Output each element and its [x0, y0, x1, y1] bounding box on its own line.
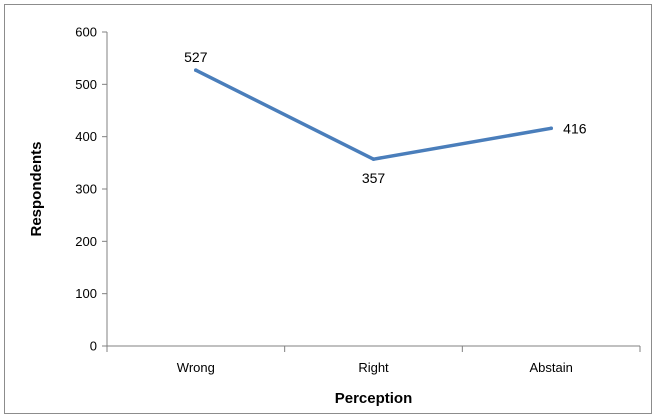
- data-point: [371, 157, 376, 161]
- y-tick-label: 300: [75, 182, 97, 197]
- x-tick-label: Right: [358, 360, 389, 375]
- data-point: [549, 126, 553, 131]
- y-tick-label: 0: [90, 339, 97, 354]
- y-tick-label: 600: [75, 25, 97, 40]
- x-tick-label: Abstain: [529, 360, 572, 375]
- y-tick-label: 400: [75, 129, 97, 144]
- x-axis-title: Perception: [335, 390, 413, 407]
- y-axis-title: Respondents: [28, 141, 45, 236]
- data-point: [194, 68, 198, 73]
- y-tick-label: 200: [75, 234, 97, 249]
- series-line: [194, 68, 553, 161]
- series: [194, 68, 553, 161]
- data-label: 357: [362, 170, 386, 186]
- data-label: 416: [563, 120, 587, 136]
- axes: [106, 32, 640, 347]
- y-tick-label: 500: [75, 77, 97, 92]
- y-tick-label: 100: [75, 286, 97, 301]
- ticks: 0 100 200 300 400 500 600 Wrong Right Abstain: [75, 25, 641, 375]
- data-label: 527: [184, 49, 208, 65]
- x-tick-label: Wrong: [177, 360, 215, 375]
- data-labels: 527 357 416: [184, 49, 587, 186]
